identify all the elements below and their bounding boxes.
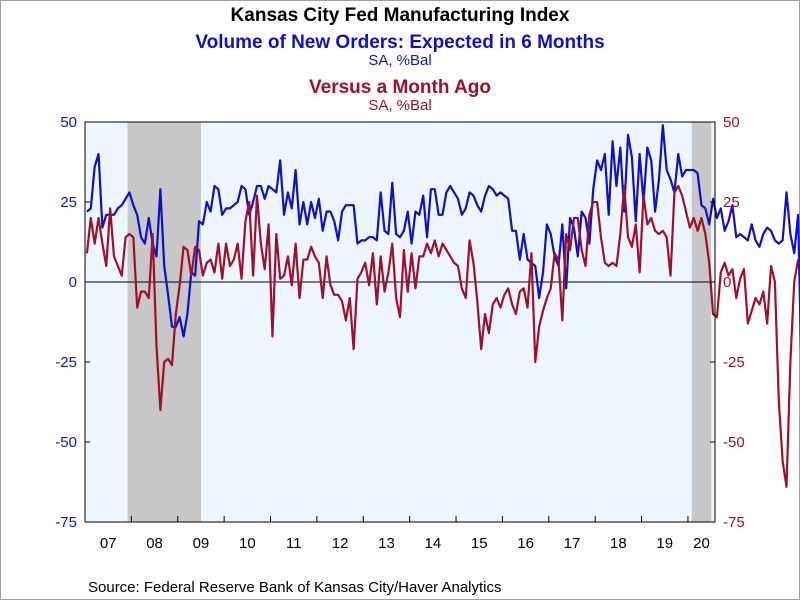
x-tick-label: 17 [564, 535, 581, 552]
series2-unit: SA, %Bal [368, 97, 431, 114]
y-right-tick-label: -25 [723, 354, 745, 371]
recession-band [127, 122, 201, 522]
y-right-tick-label: 50 [723, 114, 740, 131]
series-line-new-orders-expected [86, 124, 800, 355]
series2-title: Versus a Month Ago [309, 77, 491, 98]
chart-title: Kansas City Fed Manufacturing Index [231, 5, 570, 26]
y-left-tick-label: 0 [69, 274, 77, 291]
y-left-tick-label: -50 [55, 434, 77, 451]
x-tick-label: 08 [146, 535, 163, 552]
y-right-tick-label: 25 [723, 194, 740, 211]
x-tick-label: 19 [656, 535, 673, 552]
series-line-versus-month-ago [85, 184, 800, 488]
x-tick-label: 14 [425, 535, 442, 552]
y-right-tick-label: -50 [723, 434, 745, 451]
x-tick-label: 09 [193, 535, 210, 552]
plot-border [84, 121, 716, 523]
y-left-tick-label: -25 [55, 354, 77, 371]
x-tick-label: 20 [693, 535, 710, 552]
x-tick-label: 13 [378, 535, 395, 552]
y-right-tick-label: -75 [723, 514, 745, 531]
y-left-tick-label: 25 [60, 194, 77, 211]
recession-band [691, 122, 712, 522]
y-right-tick-label: 0 [723, 274, 731, 291]
x-tick-label: 10 [239, 535, 256, 552]
x-tick-label: 12 [332, 535, 349, 552]
y-left-tick-label: 50 [60, 114, 77, 131]
x-tick-label: 11 [286, 535, 302, 552]
y-left-tick-label: -75 [55, 514, 77, 531]
x-tick-label: 18 [610, 535, 627, 552]
x-tick-label: 15 [471, 535, 488, 552]
x-tick-label: 07 [100, 535, 117, 552]
source-note: Source: Federal Reserve Bank of Kansas C… [88, 579, 502, 596]
series1-title: Volume of New Orders: Expected in 6 Mont… [195, 32, 604, 53]
series1-unit: SA, %Bal [368, 52, 431, 69]
x-tick-label: 16 [517, 535, 534, 552]
plot-area: 50 25 0 -25 -50 -75 50 25 0 -25 -50 -75 07 08 09 10 11 12… [55, 114, 800, 552]
